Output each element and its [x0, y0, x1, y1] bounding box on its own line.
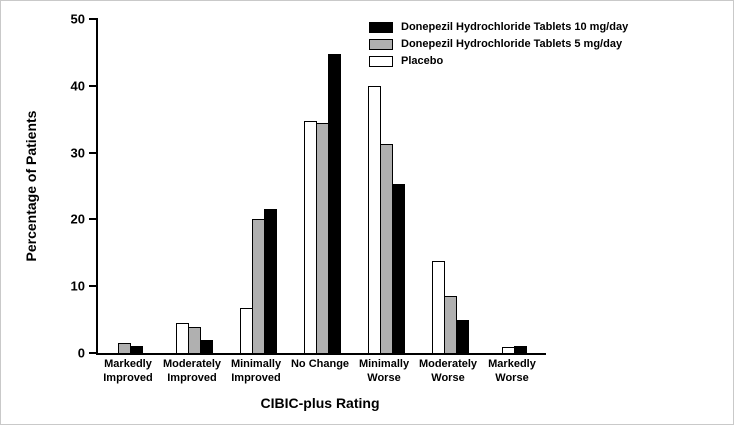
bar-group — [162, 19, 226, 353]
plot-area: 0 10 20 30 40 50 — [71, 13, 546, 360]
y-tick-mark — [89, 84, 98, 87]
bar — [513, 345, 527, 353]
category-label: Minimally Worse — [358, 358, 410, 384]
category-label: Markedly Improved — [103, 358, 153, 384]
bar-group — [354, 19, 418, 353]
y-tick-label: 50 — [70, 11, 85, 27]
y-tick-mark — [89, 352, 98, 354]
bar — [455, 320, 469, 353]
x-axis-category-labels: Markedly Improved Moderately Improved Mini… — [96, 358, 544, 386]
bar — [327, 54, 341, 353]
category-label: Moderately Improved — [162, 358, 222, 384]
bar-group — [418, 19, 482, 353]
bar-group — [226, 19, 290, 353]
category-label: No Change — [290, 358, 350, 370]
y-tick-label: 0 — [77, 345, 85, 361]
legend-swatch — [369, 21, 393, 33]
legend: Donepezil Hydrochloride Tablets 10 mg/da… — [369, 21, 628, 72]
bar-group — [98, 19, 162, 353]
category-label: Markedly Worse — [488, 358, 536, 384]
legend-item: Donepezil Hydrochloride Tablets 10 mg/da… — [369, 21, 628, 33]
bar-groups — [98, 19, 546, 353]
x-axis-label: CIBIC-plus Rating — [260, 395, 380, 411]
y-tick-mark — [89, 18, 98, 20]
bar — [263, 209, 277, 353]
y-tick-label: 40 — [70, 78, 85, 94]
legend-label: Donepezil Hydrochloride Tablets 5 mg/day — [401, 38, 623, 50]
legend-label: Placebo — [401, 55, 444, 67]
category-label: Minimally Improved — [230, 358, 282, 384]
y-tick-label: 30 — [70, 145, 85, 161]
legend-item: Donepezil Hydrochloride Tablets 5 mg/day — [369, 38, 628, 50]
bar — [391, 184, 405, 353]
bar-group — [290, 19, 354, 353]
legend-label: Donepezil Hydrochloride Tablets 10 mg/da… — [401, 21, 629, 33]
bar — [129, 345, 143, 353]
legend-item: Placebo — [369, 55, 628, 67]
category-label: Moderately Worse — [418, 358, 478, 384]
y-tick-mark — [89, 151, 98, 154]
legend-swatch — [369, 38, 393, 50]
y-tick-label: 20 — [70, 211, 85, 227]
y-axis-label: Percentage of Patients — [23, 110, 39, 262]
bar-group — [482, 19, 546, 353]
y-tick-mark — [89, 218, 98, 221]
legend-swatch — [369, 55, 393, 67]
bar — [199, 339, 213, 353]
y-tick-mark — [89, 285, 98, 288]
y-tick-label: 10 — [70, 278, 85, 294]
